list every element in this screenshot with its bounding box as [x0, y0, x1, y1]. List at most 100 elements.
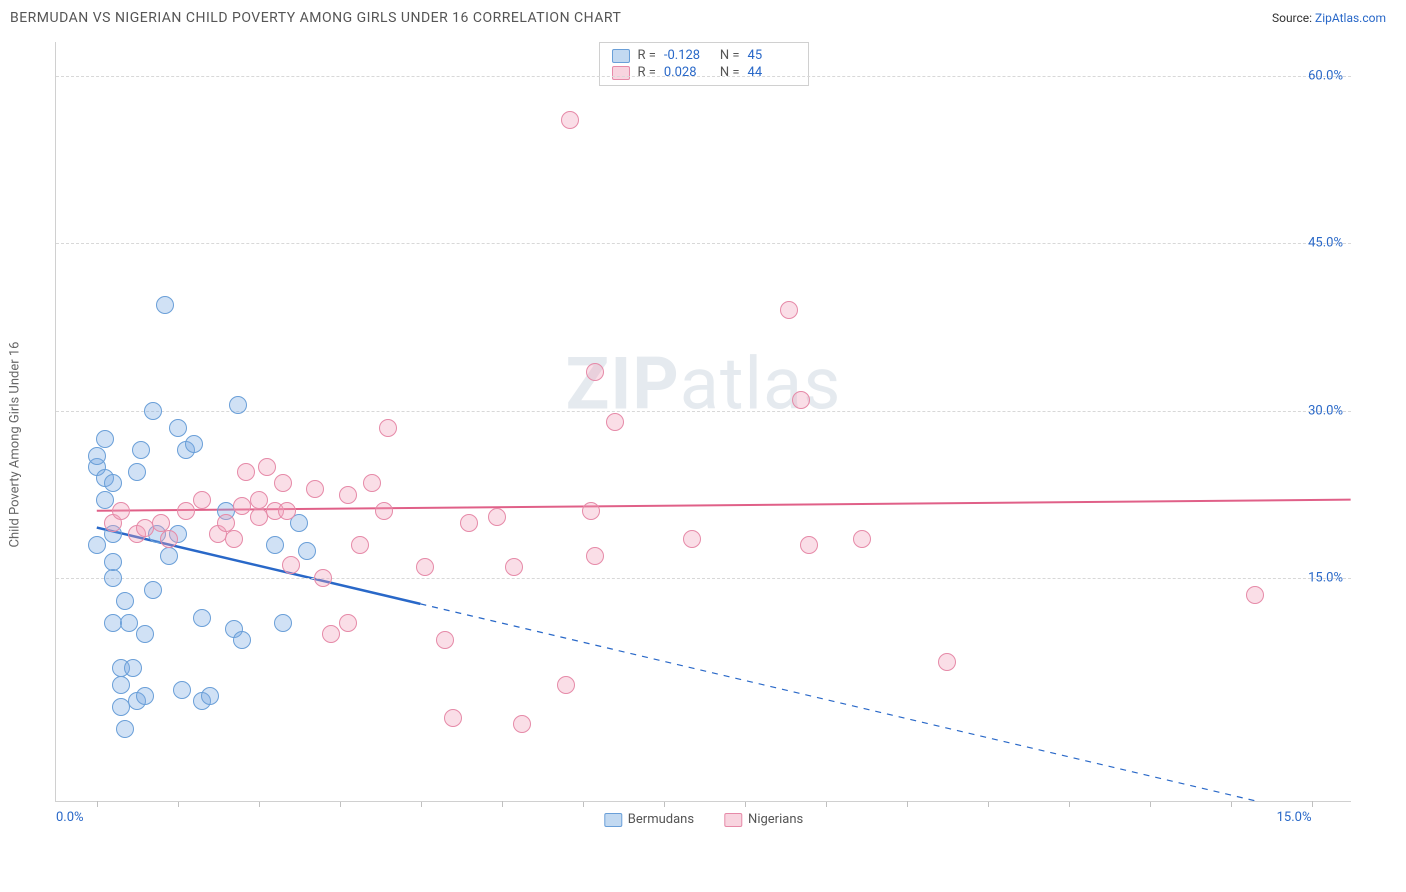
- data-point: [582, 502, 600, 520]
- x-tick-mark-minor: [178, 802, 179, 807]
- legend-label: Bermudans: [628, 812, 694, 827]
- data-point: [88, 536, 106, 554]
- data-point: [683, 530, 701, 548]
- data-point: [938, 653, 956, 671]
- series-swatch: [611, 49, 629, 63]
- data-point: [132, 441, 150, 459]
- data-point: [322, 625, 340, 643]
- data-point: [278, 502, 296, 520]
- legend-swatch: [604, 813, 622, 827]
- source-prefix: Source:: [1272, 11, 1315, 25]
- data-point: [104, 569, 122, 587]
- stat-r-label: R =: [637, 48, 655, 63]
- watermark-bold: ZIP: [566, 341, 680, 426]
- data-point: [193, 491, 211, 509]
- x-tick-mark: [1312, 801, 1313, 807]
- data-point: [513, 715, 531, 733]
- data-point: [160, 547, 178, 565]
- data-point: [606, 413, 624, 431]
- stat-n-value: 44: [748, 65, 796, 80]
- data-point: [586, 547, 604, 565]
- data-point: [112, 502, 130, 520]
- data-point: [193, 609, 211, 627]
- data-point: [314, 569, 332, 587]
- data-point: [436, 631, 454, 649]
- data-point: [444, 709, 462, 727]
- trend-line-dashed: [420, 604, 1350, 801]
- data-point: [144, 581, 162, 599]
- data-point: [586, 363, 604, 381]
- data-point: [351, 536, 369, 554]
- data-point: [379, 419, 397, 437]
- data-point: [177, 502, 195, 520]
- stats-legend-box: R = -0.128 N = 45 R = 0.028 N = 44: [598, 42, 808, 86]
- chart-container: Child Poverty Among Girls Under 16 ZIPat…: [5, 32, 1401, 842]
- trend-lines-svg: [56, 42, 1351, 801]
- x-tick-mark-minor: [583, 802, 584, 807]
- stats-row: R = 0.028 N = 44: [611, 64, 795, 81]
- x-tick-mark-minor: [340, 802, 341, 807]
- data-point: [229, 396, 247, 414]
- x-tick-mark-minor: [1069, 802, 1070, 807]
- data-point: [185, 435, 203, 453]
- data-point: [800, 536, 818, 554]
- data-point: [88, 447, 106, 465]
- data-point: [104, 474, 122, 492]
- data-point: [136, 687, 154, 705]
- data-point: [116, 720, 134, 738]
- data-point: [96, 430, 114, 448]
- data-point: [298, 542, 316, 560]
- data-point: [274, 614, 292, 632]
- data-point: [561, 111, 579, 129]
- data-point: [237, 463, 255, 481]
- data-point: [792, 391, 810, 409]
- gridline: [56, 411, 1351, 412]
- data-point: [116, 592, 134, 610]
- y-tick-label: 45.0%: [1308, 236, 1343, 251]
- data-point: [217, 514, 235, 532]
- stats-row: R = -0.128 N = 45: [611, 47, 795, 64]
- series-legend: Bermudans Nigerians: [604, 812, 803, 827]
- data-point: [233, 631, 251, 649]
- x-tick-label: 15.0%: [1277, 810, 1312, 825]
- gridline: [56, 243, 1351, 244]
- data-point: [201, 687, 219, 705]
- x-tick-mark-minor: [259, 802, 260, 807]
- source-link[interactable]: ZipAtlas.com: [1315, 11, 1386, 25]
- chart-header: BERMUDAN VS NIGERIAN CHILD POVERTY AMONG…: [0, 0, 1406, 32]
- y-tick-label: 30.0%: [1308, 403, 1343, 418]
- series-swatch: [611, 66, 629, 80]
- data-point: [112, 676, 130, 694]
- x-tick-mark-minor: [1231, 802, 1232, 807]
- x-tick-mark-minor: [421, 802, 422, 807]
- data-point: [124, 659, 142, 677]
- data-point: [128, 463, 146, 481]
- legend-swatch: [724, 813, 742, 827]
- legend-label: Nigerians: [748, 812, 803, 827]
- data-point: [225, 530, 243, 548]
- data-point: [169, 419, 187, 437]
- data-point: [120, 614, 138, 632]
- stat-n-label: N =: [720, 48, 740, 63]
- data-point: [250, 491, 268, 509]
- data-point: [136, 625, 154, 643]
- x-tick-mark-minor: [988, 802, 989, 807]
- chart-title: BERMUDAN VS NIGERIAN CHILD POVERTY AMONG…: [10, 10, 621, 26]
- data-point: [780, 301, 798, 319]
- data-point: [156, 296, 174, 314]
- data-point: [274, 474, 292, 492]
- x-tick-label: 0.0%: [56, 810, 84, 825]
- data-point: [505, 558, 523, 576]
- data-point: [339, 614, 357, 632]
- data-point: [853, 530, 871, 548]
- plot-area: ZIPatlas R = -0.128 N = 45 R = 0.028 N =…: [55, 42, 1351, 802]
- data-point: [258, 458, 276, 476]
- y-axis-label: Child Poverty Among Girls Under 16: [8, 342, 23, 548]
- stat-r-label: R =: [637, 65, 655, 80]
- watermark-rest: atlas: [680, 341, 842, 426]
- watermark: ZIPatlas: [566, 341, 842, 426]
- data-point: [460, 514, 478, 532]
- data-point: [1246, 586, 1264, 604]
- x-tick-mark-minor: [745, 802, 746, 807]
- data-point: [488, 508, 506, 526]
